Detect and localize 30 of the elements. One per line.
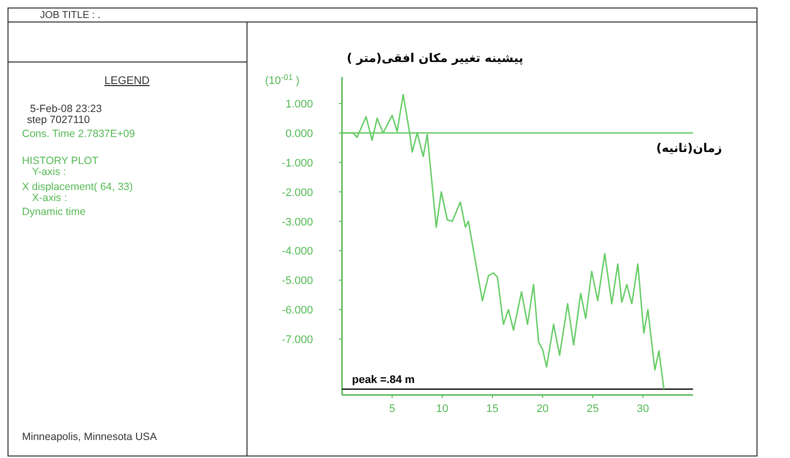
y-axis-title: پیشینه تغییر مکان افقی(متر ) — [346, 51, 524, 65]
text: HISTORY PLOT — [22, 155, 100, 167]
x-tick-label: 30 — [636, 403, 649, 415]
y-tick-label: 1.000 — [285, 98, 313, 110]
text: Minneapolis, Minnesota USA — [22, 431, 157, 443]
y-tick-label: -1.000 — [282, 157, 313, 170]
y-tick-label: -5.000 — [282, 275, 313, 288]
text: Cons. Time 2.7837E+09 — [22, 128, 136, 140]
x-tick-label: 10 — [436, 403, 448, 415]
x-tick-label: 15 — [486, 403, 499, 415]
text: LEGEND — [104, 75, 150, 87]
ref-line-label: peak =.84 m — [352, 374, 415, 386]
text: Y-axis : — [32, 166, 66, 178]
text: Dynamic time — [22, 206, 86, 218]
text: 5-Feb-08 23:23 — [30, 103, 102, 115]
text: X displacement( 64, 33) — [22, 181, 133, 193]
y-tick-label: -7.000 — [282, 334, 313, 346]
y-tick-label: -4.000 — [282, 246, 313, 258]
text: step 7027110 — [27, 114, 90, 126]
y-tick-label: -6.000 — [282, 304, 313, 317]
x-tick-label: 25 — [586, 403, 599, 415]
x-tick-label: 5 — [389, 403, 396, 415]
text: (10$^{-01}$ ) — [265, 72, 300, 87]
text: X-axis : — [32, 192, 68, 204]
y-tick-label: -2.000 — [282, 186, 313, 199]
x-tick-label: 20 — [536, 403, 549, 415]
x-axis-title: زمان(ثانیه) — [656, 141, 722, 155]
text: JOB TITLE : . — [40, 10, 100, 21]
y-tick-label: 0.000 — [285, 128, 313, 140]
y-tick-label: -3.000 — [282, 216, 313, 228]
